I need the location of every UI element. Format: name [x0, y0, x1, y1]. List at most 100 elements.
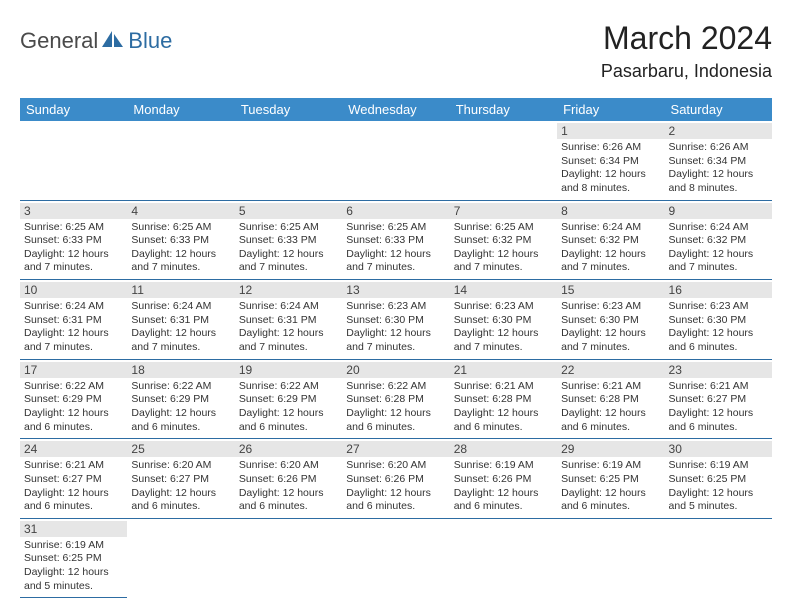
sunset-text: Sunset: 6:28 PM — [454, 393, 553, 407]
sunrise-text: Sunrise: 6:26 AM — [669, 141, 768, 155]
daylight-text: Daylight: 12 hours and 8 minutes. — [561, 168, 660, 195]
sunset-text: Sunset: 6:27 PM — [131, 473, 230, 487]
calendar-day-cell: 30Sunrise: 6:19 AMSunset: 6:25 PMDayligh… — [665, 439, 772, 519]
sunset-text: Sunset: 6:31 PM — [131, 314, 230, 328]
sunset-text: Sunset: 6:32 PM — [669, 234, 768, 248]
sunrise-text: Sunrise: 6:19 AM — [561, 459, 660, 473]
day-number: 21 — [450, 362, 557, 378]
title-block: March 2024 Pasarbaru, Indonesia — [601, 20, 772, 82]
day-number: 10 — [20, 282, 127, 298]
calendar-day-cell: 29Sunrise: 6:19 AMSunset: 6:25 PMDayligh… — [557, 439, 664, 519]
sunset-text: Sunset: 6:25 PM — [669, 473, 768, 487]
sunset-text: Sunset: 6:31 PM — [239, 314, 338, 328]
sunrise-text: Sunrise: 6:19 AM — [454, 459, 553, 473]
sunrise-text: Sunrise: 6:23 AM — [561, 300, 660, 314]
sunset-text: Sunset: 6:25 PM — [24, 552, 123, 566]
day-number: 14 — [450, 282, 557, 298]
calendar-day-cell — [127, 518, 234, 598]
sunset-text: Sunset: 6:33 PM — [131, 234, 230, 248]
day-number: 13 — [342, 282, 449, 298]
calendar-day-cell: 10Sunrise: 6:24 AMSunset: 6:31 PMDayligh… — [20, 280, 127, 360]
calendar-week-row: 17Sunrise: 6:22 AMSunset: 6:29 PMDayligh… — [20, 359, 772, 439]
calendar-day-cell: 14Sunrise: 6:23 AMSunset: 6:30 PMDayligh… — [450, 280, 557, 360]
calendar-day-cell: 19Sunrise: 6:22 AMSunset: 6:29 PMDayligh… — [235, 359, 342, 439]
daylight-text: Daylight: 12 hours and 7 minutes. — [346, 248, 445, 275]
sunrise-text: Sunrise: 6:23 AM — [669, 300, 768, 314]
sunrise-text: Sunrise: 6:25 AM — [454, 221, 553, 235]
sunrise-text: Sunrise: 6:25 AM — [24, 221, 123, 235]
day-number: 11 — [127, 282, 234, 298]
calendar-day-cell: 31Sunrise: 6:19 AMSunset: 6:25 PMDayligh… — [20, 518, 127, 598]
sunset-text: Sunset: 6:33 PM — [24, 234, 123, 248]
sunrise-text: Sunrise: 6:23 AM — [454, 300, 553, 314]
calendar-day-cell — [235, 121, 342, 200]
calendar-day-cell: 4Sunrise: 6:25 AMSunset: 6:33 PMDaylight… — [127, 200, 234, 280]
daylight-text: Daylight: 12 hours and 6 minutes. — [346, 487, 445, 514]
month-title: March 2024 — [601, 20, 772, 57]
day-number: 18 — [127, 362, 234, 378]
calendar-day-cell: 20Sunrise: 6:22 AMSunset: 6:28 PMDayligh… — [342, 359, 449, 439]
sunrise-text: Sunrise: 6:22 AM — [131, 380, 230, 394]
daylight-text: Daylight: 12 hours and 6 minutes. — [346, 407, 445, 434]
sunset-text: Sunset: 6:32 PM — [561, 234, 660, 248]
sunset-text: Sunset: 6:27 PM — [669, 393, 768, 407]
daylight-text: Daylight: 12 hours and 6 minutes. — [239, 407, 338, 434]
sunset-text: Sunset: 6:30 PM — [561, 314, 660, 328]
calendar-day-cell: 26Sunrise: 6:20 AMSunset: 6:26 PMDayligh… — [235, 439, 342, 519]
calendar-day-cell — [235, 518, 342, 598]
daylight-text: Daylight: 12 hours and 7 minutes. — [669, 248, 768, 275]
daylight-text: Daylight: 12 hours and 6 minutes. — [669, 407, 768, 434]
calendar-day-cell: 13Sunrise: 6:23 AMSunset: 6:30 PMDayligh… — [342, 280, 449, 360]
sunset-text: Sunset: 6:34 PM — [669, 155, 768, 169]
day-number: 24 — [20, 441, 127, 457]
daylight-text: Daylight: 12 hours and 6 minutes. — [454, 407, 553, 434]
sunset-text: Sunset: 6:26 PM — [239, 473, 338, 487]
sunset-text: Sunset: 6:30 PM — [454, 314, 553, 328]
calendar-day-cell: 21Sunrise: 6:21 AMSunset: 6:28 PMDayligh… — [450, 359, 557, 439]
day-number: 26 — [235, 441, 342, 457]
calendar-day-cell: 23Sunrise: 6:21 AMSunset: 6:27 PMDayligh… — [665, 359, 772, 439]
calendar-week-row: 10Sunrise: 6:24 AMSunset: 6:31 PMDayligh… — [20, 280, 772, 360]
logo: General Blue — [20, 20, 172, 54]
day-number: 23 — [665, 362, 772, 378]
calendar-day-cell: 5Sunrise: 6:25 AMSunset: 6:33 PMDaylight… — [235, 200, 342, 280]
weekday-header: Tuesday — [235, 98, 342, 121]
calendar-day-cell: 2Sunrise: 6:26 AMSunset: 6:34 PMDaylight… — [665, 121, 772, 200]
daylight-text: Daylight: 12 hours and 6 minutes. — [131, 487, 230, 514]
weekday-header: Sunday — [20, 98, 127, 121]
calendar-day-cell: 18Sunrise: 6:22 AMSunset: 6:29 PMDayligh… — [127, 359, 234, 439]
day-number: 3 — [20, 203, 127, 219]
calendar-week-row: 24Sunrise: 6:21 AMSunset: 6:27 PMDayligh… — [20, 439, 772, 519]
calendar-day-cell: 1Sunrise: 6:26 AMSunset: 6:34 PMDaylight… — [557, 121, 664, 200]
sail-icon — [102, 29, 124, 54]
sunrise-text: Sunrise: 6:24 AM — [561, 221, 660, 235]
sunset-text: Sunset: 6:31 PM — [24, 314, 123, 328]
sunset-text: Sunset: 6:30 PM — [346, 314, 445, 328]
sunrise-text: Sunrise: 6:25 AM — [346, 221, 445, 235]
calendar-day-cell — [665, 518, 772, 598]
daylight-text: Daylight: 12 hours and 7 minutes. — [346, 327, 445, 354]
sunset-text: Sunset: 6:28 PM — [346, 393, 445, 407]
day-number: 5 — [235, 203, 342, 219]
calendar-day-cell — [342, 121, 449, 200]
sunrise-text: Sunrise: 6:25 AM — [239, 221, 338, 235]
weekday-header: Friday — [557, 98, 664, 121]
sunrise-text: Sunrise: 6:22 AM — [24, 380, 123, 394]
weekday-header: Thursday — [450, 98, 557, 121]
sunrise-text: Sunrise: 6:21 AM — [561, 380, 660, 394]
calendar-day-cell — [450, 121, 557, 200]
calendar-day-cell — [557, 518, 664, 598]
sunrise-text: Sunrise: 6:24 AM — [239, 300, 338, 314]
daylight-text: Daylight: 12 hours and 7 minutes. — [239, 327, 338, 354]
header: General Blue March 2024 Pasarbaru, Indon… — [20, 20, 772, 82]
daylight-text: Daylight: 12 hours and 7 minutes. — [24, 327, 123, 354]
sunrise-text: Sunrise: 6:22 AM — [239, 380, 338, 394]
sunrise-text: Sunrise: 6:20 AM — [131, 459, 230, 473]
day-number: 22 — [557, 362, 664, 378]
logo-text-general: General — [20, 28, 98, 54]
day-number: 20 — [342, 362, 449, 378]
daylight-text: Daylight: 12 hours and 6 minutes. — [24, 487, 123, 514]
daylight-text: Daylight: 12 hours and 7 minutes. — [561, 327, 660, 354]
sunrise-text: Sunrise: 6:20 AM — [346, 459, 445, 473]
daylight-text: Daylight: 12 hours and 6 minutes. — [24, 407, 123, 434]
